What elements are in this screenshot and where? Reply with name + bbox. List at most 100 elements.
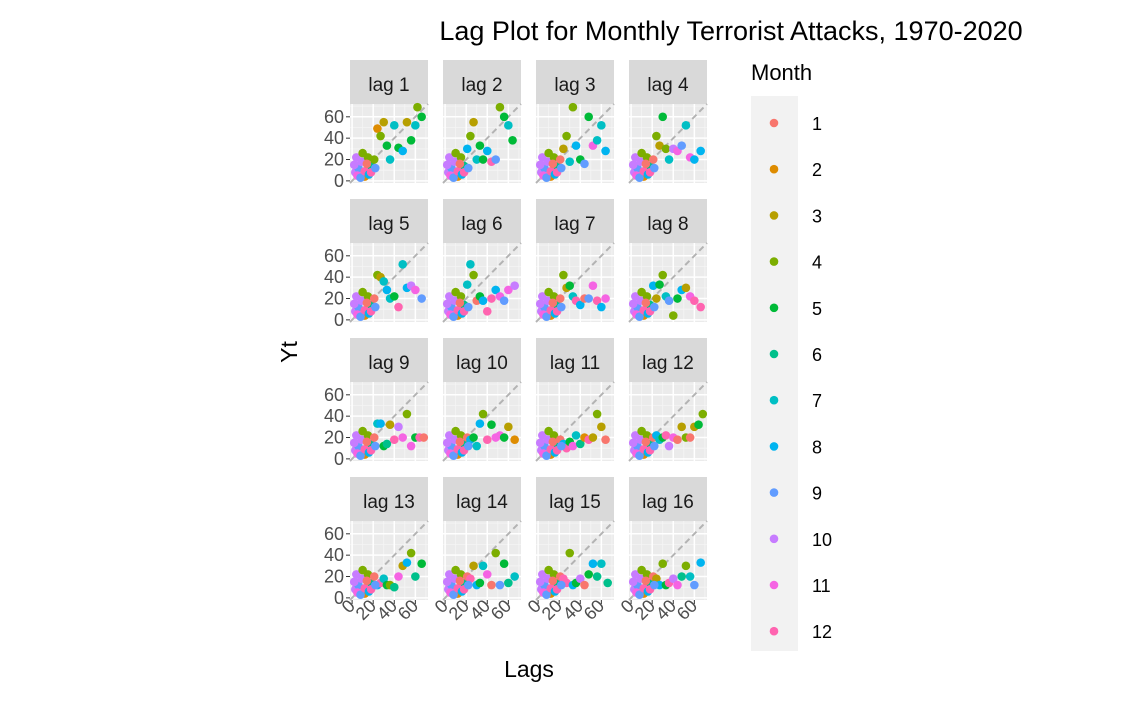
data-point	[648, 155, 658, 164]
data-point	[358, 287, 367, 297]
data-point	[478, 561, 488, 571]
data-point	[548, 576, 558, 586]
data-point	[411, 572, 420, 581]
reference-diagonal	[349, 242, 429, 323]
facet-strip-label: lag 1	[368, 75, 409, 96]
data-point	[631, 292, 640, 301]
legend-title: Month	[751, 60, 812, 85]
legend-item: 2	[769, 160, 822, 180]
data-point	[482, 435, 492, 444]
data-point	[389, 435, 399, 444]
data-point	[356, 173, 365, 182]
y-tick-label: 60	[324, 385, 344, 405]
data-point	[370, 163, 380, 173]
data-point	[463, 163, 473, 173]
data-point	[649, 302, 659, 312]
data-point	[510, 281, 519, 291]
data-point	[548, 298, 558, 308]
data-point	[655, 141, 664, 150]
data-point	[379, 277, 389, 286]
data-point	[451, 148, 460, 158]
data-point	[389, 292, 399, 301]
data-point	[402, 409, 412, 419]
data-point	[495, 580, 505, 590]
data-point	[575, 574, 585, 583]
data-point	[491, 285, 501, 295]
facet-strip	[443, 338, 521, 382]
data-point	[442, 577, 452, 587]
data-point	[475, 419, 485, 428]
data-point	[398, 260, 408, 269]
data-point	[362, 576, 372, 586]
legend-key	[769, 118, 779, 128]
facet-strip	[443, 60, 521, 104]
data-point	[637, 287, 646, 297]
data-point	[445, 292, 454, 301]
legend-item: 11	[769, 576, 831, 596]
data-point	[406, 548, 416, 558]
data-point	[463, 302, 473, 312]
data-point	[389, 582, 399, 592]
data-point	[382, 439, 392, 449]
y-tick-label: 40	[324, 406, 344, 426]
data-point	[462, 280, 472, 289]
legend-item: 6	[769, 345, 822, 365]
data-point	[356, 312, 365, 321]
facet-strip	[629, 60, 707, 104]
data-point	[352, 570, 361, 579]
data-point	[592, 296, 602, 305]
data-point	[592, 572, 602, 581]
data-point	[584, 294, 594, 303]
y-tick-label: 20	[324, 567, 344, 587]
facet-strip	[536, 60, 614, 104]
facet-strip	[629, 477, 707, 521]
data-point	[658, 559, 668, 569]
data-point	[402, 558, 412, 567]
data-point	[463, 441, 473, 451]
data-point	[495, 102, 505, 112]
data-point	[469, 117, 478, 127]
data-point	[584, 570, 594, 579]
data-point	[562, 131, 571, 141]
facet-panel: lag 8	[628, 199, 708, 323]
data-point	[603, 578, 612, 588]
data-point	[664, 441, 674, 451]
legend-key	[769, 303, 779, 313]
data-point	[349, 299, 359, 309]
data-point	[419, 433, 429, 442]
facet-strip-label: lag 14	[456, 492, 508, 513]
data-point	[677, 422, 687, 432]
data-point	[449, 173, 458, 182]
data-point	[548, 437, 558, 447]
facet-strip-label: lag 16	[642, 492, 694, 513]
data-point	[556, 580, 566, 590]
legend-key	[769, 257, 779, 266]
data-point	[559, 144, 568, 154]
data-point	[349, 438, 359, 448]
data-point	[544, 565, 553, 575]
data-point	[398, 433, 408, 442]
legend-item: 7	[769, 391, 822, 411]
facet-strip	[536, 477, 614, 521]
data-point	[352, 292, 361, 301]
data-point	[370, 302, 380, 312]
facet-strip	[629, 338, 707, 382]
data-point	[668, 311, 678, 320]
data-point	[535, 299, 545, 309]
data-point	[696, 302, 705, 312]
data-point	[398, 146, 408, 156]
data-point	[580, 580, 589, 590]
reference-diagonal	[442, 242, 522, 323]
y-tick-label: 40	[324, 267, 344, 287]
data-point	[565, 281, 575, 291]
y-tick-label: 40	[324, 128, 344, 148]
data-point	[466, 260, 475, 269]
data-point	[382, 141, 392, 150]
data-point	[499, 112, 509, 122]
data-point	[637, 426, 646, 436]
facet-panel: lag 4	[628, 60, 708, 184]
data-point	[510, 572, 519, 581]
data-point	[411, 121, 420, 130]
